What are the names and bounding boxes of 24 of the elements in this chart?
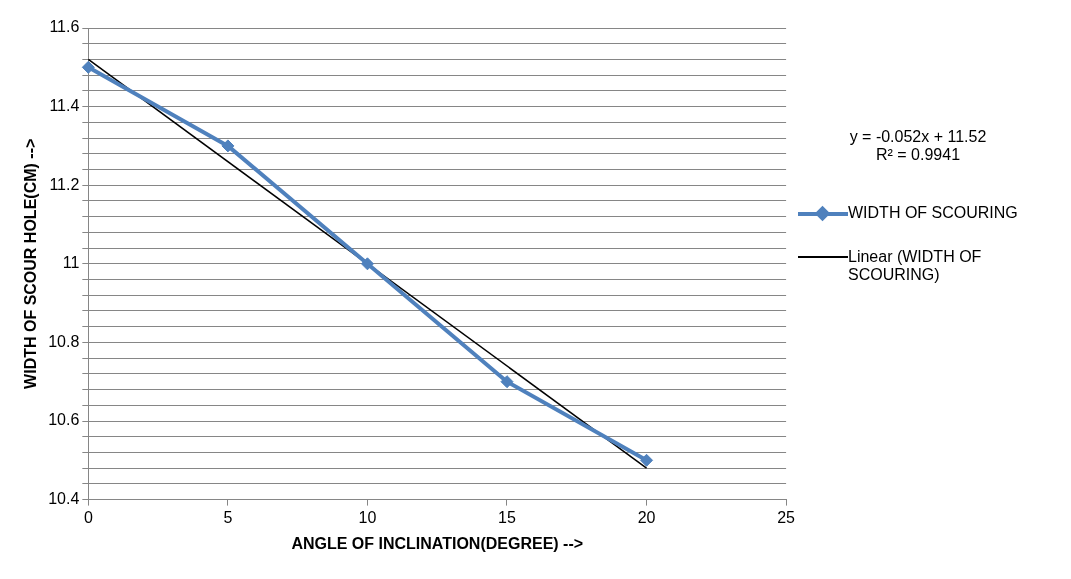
point (640, 453, 654, 467)
x-tick-label: 0 (83, 508, 93, 526)
y-tick-label: 11.4 (49, 97, 80, 115)
y-tick-label: 11 (62, 254, 80, 272)
y-axis-title: WIDTH OF SCOUR HOLE(CM) --> (22, 138, 40, 389)
y-tick-label: 11.2 (49, 175, 80, 193)
point (81, 60, 95, 74)
x-tick-label: 15 (498, 508, 516, 526)
point (500, 375, 514, 389)
y-tick-label: 10.4 (48, 490, 80, 508)
y-tick-label: 10.6 (48, 411, 80, 429)
y-tick-label: 11.6 (49, 18, 80, 36)
x-tick-label: 5 (223, 508, 233, 526)
legend-label: Linear (WIDTH OF SCOURING) (848, 248, 983, 284)
y-tick-label: 10.8 (48, 332, 80, 350)
text: y = -0.052x + 11.52 (848, 128, 988, 146)
point (221, 139, 235, 153)
x-tick-label: 20 (637, 508, 656, 526)
x-tick-label: 25 (777, 508, 796, 526)
text: R² = 0.9941 (874, 146, 962, 164)
legend-label: WIDTH OF SCOURING (848, 204, 1019, 222)
point (360, 257, 374, 271)
x-tick-label: 10 (358, 508, 377, 526)
x-axis-title: ANGLE OF INCLINATION(DEGREE) --> (291, 534, 584, 552)
